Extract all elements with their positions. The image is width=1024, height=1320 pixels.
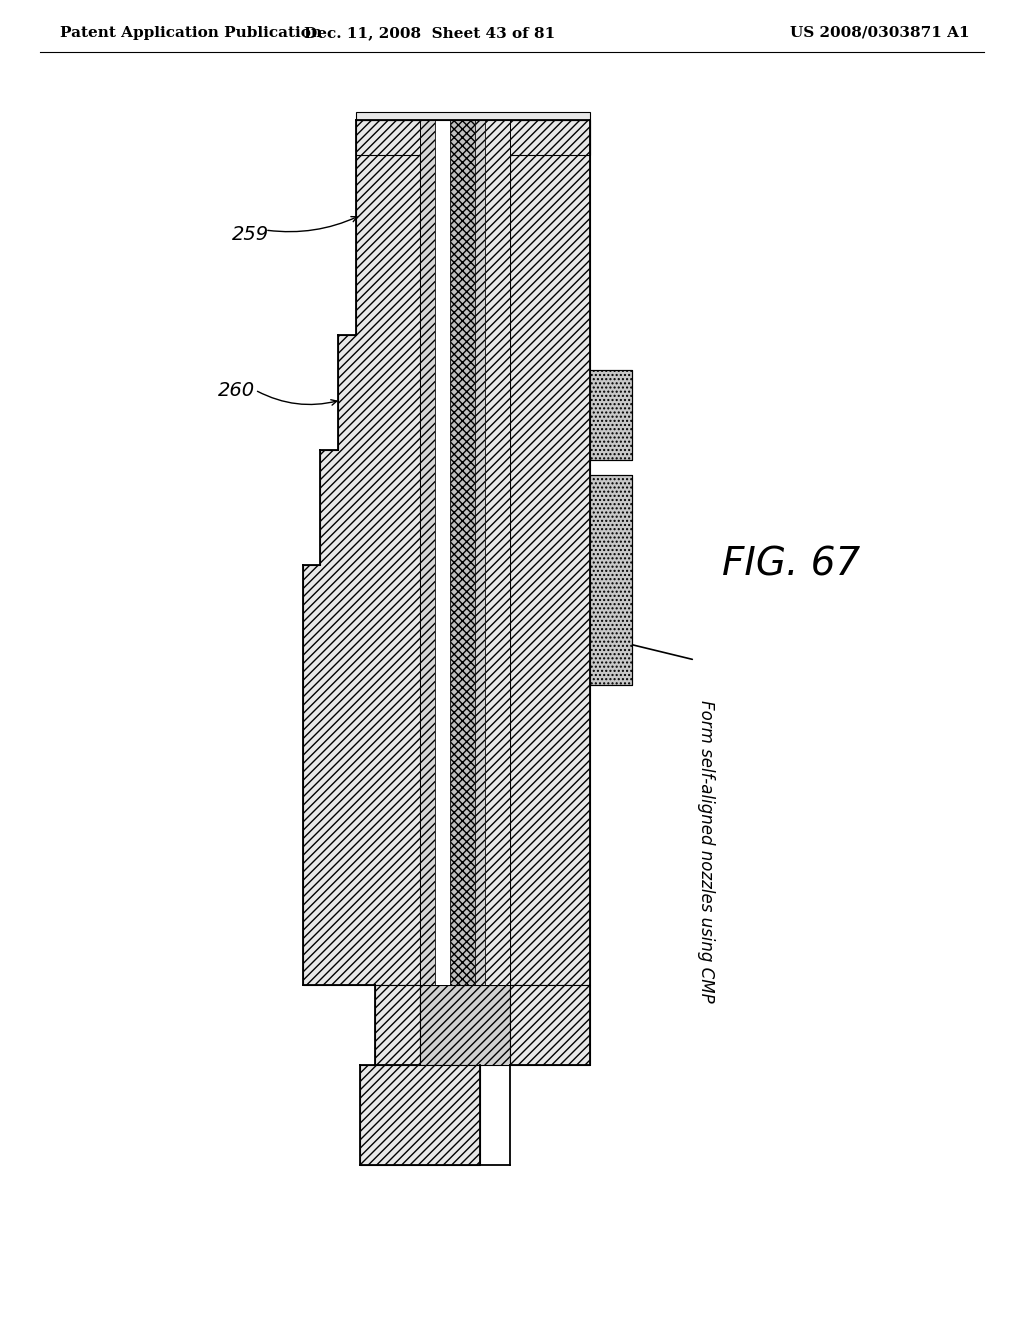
Polygon shape — [375, 985, 420, 1065]
Polygon shape — [420, 120, 435, 985]
Polygon shape — [356, 120, 590, 154]
Polygon shape — [510, 985, 590, 1065]
Text: 260: 260 — [218, 380, 255, 400]
Text: Dec. 11, 2008  Sheet 43 of 81: Dec. 11, 2008 Sheet 43 of 81 — [304, 26, 556, 40]
Polygon shape — [303, 120, 420, 985]
Polygon shape — [356, 112, 590, 120]
Text: Form self-aligned nozzles using CMP: Form self-aligned nozzles using CMP — [697, 700, 715, 1003]
Polygon shape — [475, 120, 485, 985]
Text: 259: 259 — [232, 226, 269, 244]
Polygon shape — [590, 475, 632, 685]
Polygon shape — [450, 120, 475, 985]
Text: FIG. 67: FIG. 67 — [722, 546, 860, 583]
Polygon shape — [420, 985, 510, 1065]
Polygon shape — [510, 120, 590, 985]
Text: Patent Application Publication: Patent Application Publication — [60, 26, 322, 40]
Text: US 2008/0303871 A1: US 2008/0303871 A1 — [790, 26, 970, 40]
Polygon shape — [360, 1065, 480, 1166]
Polygon shape — [485, 120, 510, 985]
Polygon shape — [590, 370, 632, 459]
Polygon shape — [435, 120, 450, 985]
